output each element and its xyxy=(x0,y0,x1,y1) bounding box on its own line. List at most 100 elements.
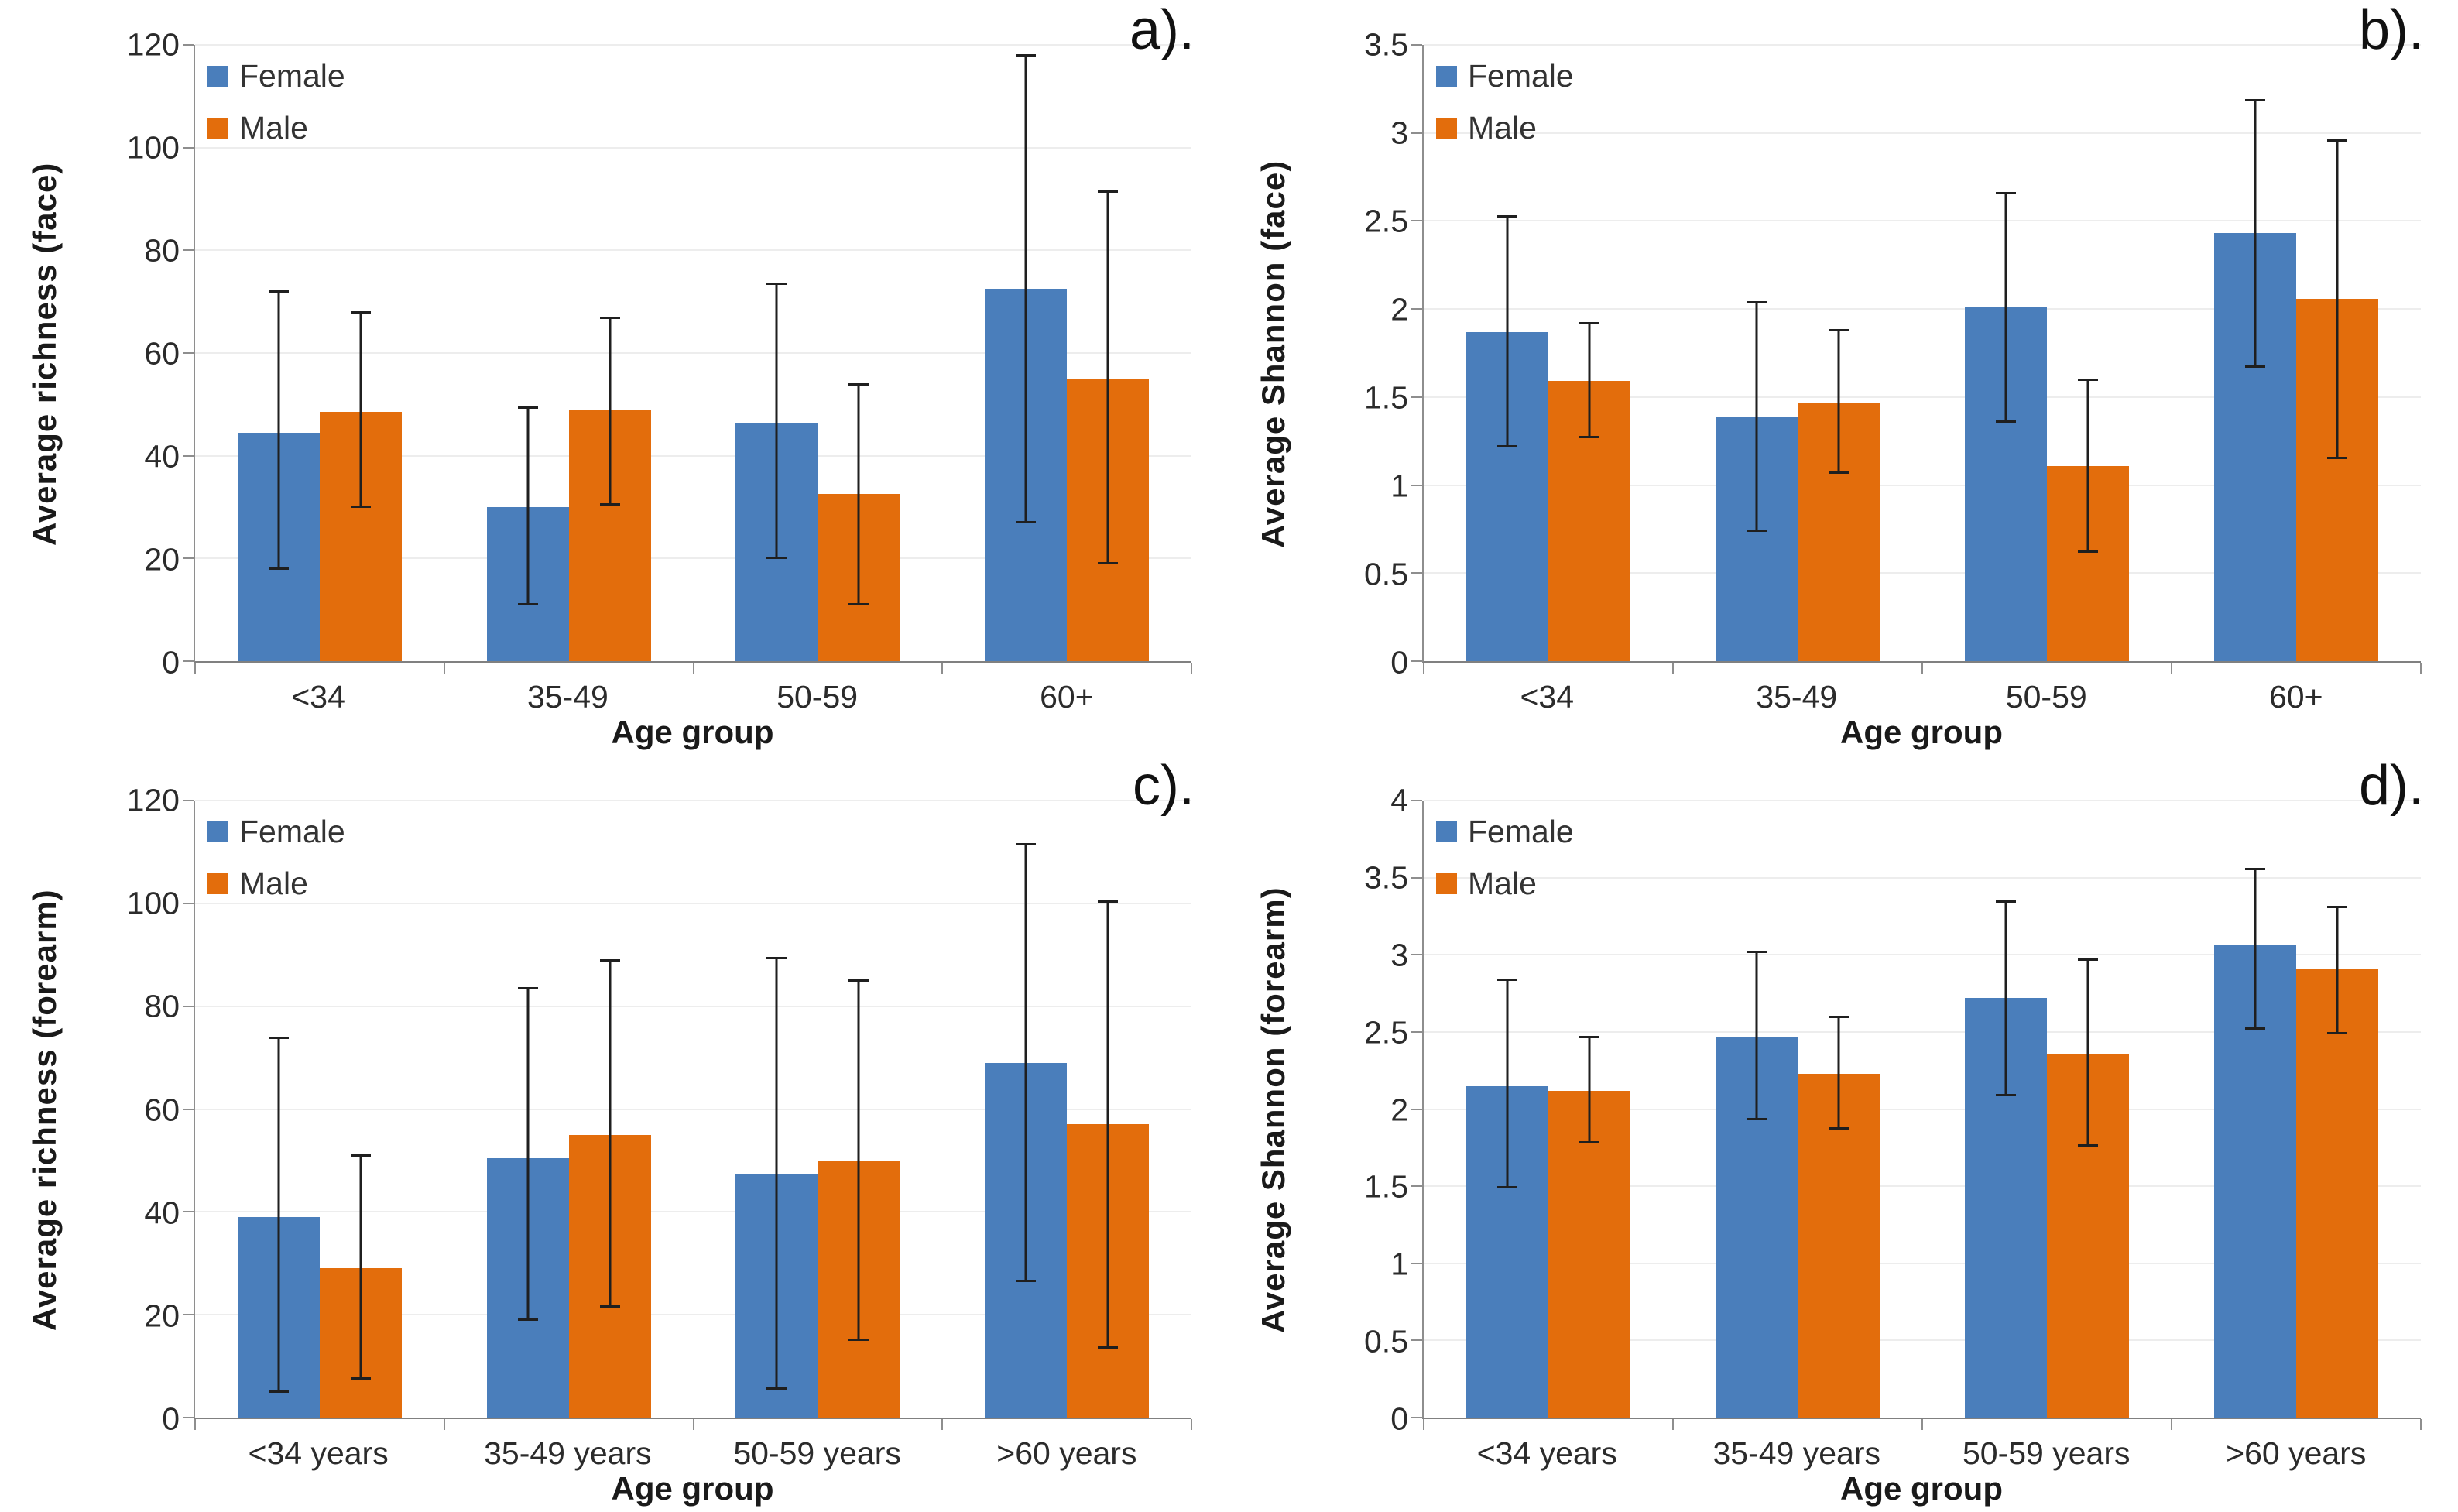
legend-item: Male xyxy=(207,112,345,144)
error-bar xyxy=(1506,979,1509,1188)
error-bar xyxy=(277,1037,280,1392)
y-tick-label: 20 xyxy=(144,1298,180,1334)
legend: Female Male xyxy=(1436,816,1574,920)
error-bar-cap-top xyxy=(1996,192,2016,195)
y-tick-label: 1 xyxy=(1390,468,1408,504)
gridline xyxy=(195,1108,1191,1110)
error-bar-cap-bottom xyxy=(1098,1346,1119,1349)
x-tick-mark xyxy=(941,663,944,674)
error-bar xyxy=(526,406,530,605)
legend-label: Female xyxy=(1468,814,1574,849)
y-tick-mark xyxy=(1411,1108,1422,1110)
error-bar xyxy=(2086,959,2089,1147)
error-bar-cap-bottom xyxy=(848,603,869,606)
error-bar-cap-top xyxy=(517,406,538,409)
bar-group xyxy=(2172,801,2421,1418)
error-bar-cap-top xyxy=(599,316,620,319)
x-category-label: <34 xyxy=(291,679,345,715)
x-category-label: 60+ xyxy=(1040,679,1094,715)
panel-c: Average richness (forearm) 0 20 40 60 80 100 1… xyxy=(0,756,1229,1512)
error-bar-cap-top xyxy=(517,987,538,990)
error-bar-cap-bottom xyxy=(848,1339,869,1342)
plot-area: Female Male xyxy=(1411,44,2422,674)
error-bar-cap-top xyxy=(848,979,869,982)
gridline xyxy=(1424,44,2421,46)
x-tick-mark xyxy=(1672,663,1674,674)
y-tick-mark xyxy=(1411,308,1422,310)
error-bar xyxy=(359,1155,362,1380)
bar-group xyxy=(694,45,943,661)
panel-a: Average richness (face) 0 20 40 60 80 100 120 … xyxy=(0,0,1229,756)
error-bar xyxy=(2336,139,2339,459)
error-bar-cap-top xyxy=(1747,951,1767,954)
error-bar-cap-top xyxy=(766,956,787,959)
error-bar xyxy=(609,317,612,505)
error-bar-cap-top xyxy=(268,1036,289,1039)
bar-slot xyxy=(1466,801,1548,1418)
bar-slot xyxy=(1067,45,1150,661)
error-bar-cap-top xyxy=(2078,958,2098,962)
y-tick-label: 2 xyxy=(1390,291,1408,327)
bar-group xyxy=(444,801,694,1418)
legend-item: Female xyxy=(207,816,345,848)
error-bar xyxy=(2254,99,2257,368)
bar-slot xyxy=(735,801,818,1418)
x-category-labels: <34 35-49 50-59 60+ xyxy=(1422,678,2421,715)
x-tick-mark xyxy=(1921,663,1923,674)
bar-group xyxy=(1922,45,2172,661)
bar-group xyxy=(195,45,444,661)
error-bar xyxy=(2004,193,2007,422)
y-tick-labels: 0 0.5 1 1.5 2 2.5 3 3.5 xyxy=(1229,29,1408,678)
bar-group xyxy=(444,45,694,661)
error-bar xyxy=(1024,55,1027,523)
y-tick-label: 1.5 xyxy=(1364,1168,1408,1205)
x-category-label: <34 years xyxy=(1476,1435,1617,1471)
gridline xyxy=(195,800,1191,801)
error-bar-cap-bottom xyxy=(599,502,620,506)
error-bar-cap-bottom xyxy=(350,506,371,508)
error-bar xyxy=(359,311,362,507)
y-tick-mark xyxy=(183,660,194,662)
x-tick-mark xyxy=(1191,663,1192,674)
bar-group xyxy=(2172,45,2421,661)
bar-slot xyxy=(319,45,402,661)
bar-slot xyxy=(2296,801,2378,1418)
bar-slot xyxy=(486,801,569,1418)
gridline xyxy=(1424,800,2421,801)
y-tick-mark xyxy=(183,1108,194,1110)
x-category-label: 50-59 xyxy=(2005,679,2087,715)
gridline xyxy=(195,44,1191,46)
y-tick-mark xyxy=(183,1417,194,1418)
error-bar-cap-top xyxy=(350,1154,371,1157)
y-tick-mark xyxy=(1411,876,1422,879)
y-tick-label: 1.5 xyxy=(1364,379,1408,416)
error-bar-cap-top xyxy=(1098,190,1119,194)
legend-item: Female xyxy=(1436,60,1574,92)
x-tick-mark xyxy=(2171,1419,2172,1430)
error-bar-cap-top xyxy=(1747,301,1767,304)
x-category-labels: <34 years 35-49 years 50-59 years >60 years xyxy=(194,1435,1191,1472)
plot-area: Female Male xyxy=(1411,800,2422,1430)
error-bar-cap-bottom xyxy=(1016,1280,1037,1282)
gridline xyxy=(1424,1339,2421,1342)
bar-group xyxy=(1424,45,1673,661)
bar-slot xyxy=(1548,45,1630,661)
y-tick-label: 0 xyxy=(1390,1401,1408,1437)
legend: Female Male xyxy=(207,60,345,164)
error-bar-cap-bottom xyxy=(1996,420,2016,423)
error-bar-cap-top xyxy=(2245,98,2265,101)
error-bar-cap-bottom xyxy=(2327,1031,2347,1034)
y-tick-label: 40 xyxy=(144,1195,180,1231)
legend-swatch-female-icon xyxy=(207,821,228,842)
y-tick-label: 0 xyxy=(162,644,180,681)
gridline xyxy=(195,1005,1191,1007)
error-bar xyxy=(1106,900,1109,1349)
error-bar-cap-bottom xyxy=(1016,520,1037,523)
y-tick-mark xyxy=(183,146,194,149)
error-bar-cap-bottom xyxy=(517,1318,538,1321)
bar-slot xyxy=(818,45,900,661)
y-tick-label: 4 xyxy=(1390,782,1408,818)
y-tick-mark xyxy=(1411,1417,1422,1418)
bar-group xyxy=(1673,801,1922,1418)
error-bar-cap-bottom xyxy=(1829,471,1849,474)
